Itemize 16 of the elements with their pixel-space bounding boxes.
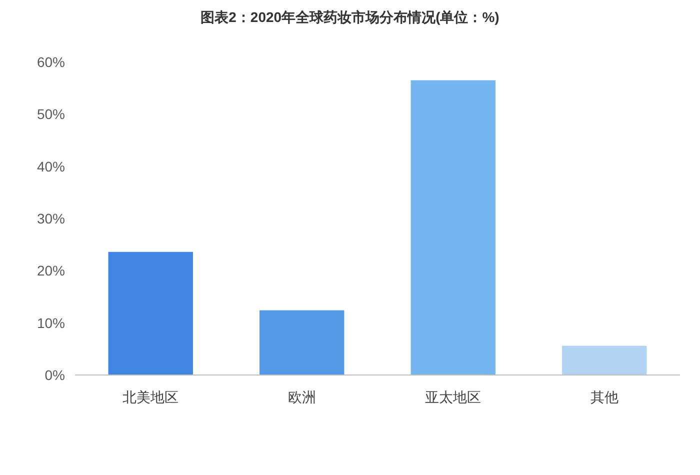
y-tick-label: 20% bbox=[36, 262, 65, 279]
chart-title: 图表2：2020年全球药妆市场分布情况(单位：%) bbox=[200, 9, 500, 25]
y-tick-label: 50% bbox=[36, 106, 65, 122]
x-tick-label: 亚太地区 bbox=[425, 389, 482, 405]
x-tick-label: 欧洲 bbox=[288, 389, 316, 405]
x-tick-label: 北美地区 bbox=[122, 389, 179, 405]
bar bbox=[108, 252, 193, 375]
bar bbox=[562, 346, 647, 375]
bar bbox=[260, 310, 344, 375]
y-tick-label: 60% bbox=[36, 54, 65, 70]
y-tick-label: 30% bbox=[36, 210, 65, 226]
y-tick-label: 10% bbox=[36, 314, 65, 331]
y-tick-label: 40% bbox=[36, 158, 65, 174]
y-tick-label: 0% bbox=[44, 367, 65, 383]
x-tick-label: 其他 bbox=[590, 389, 618, 405]
bar bbox=[410, 80, 496, 375]
